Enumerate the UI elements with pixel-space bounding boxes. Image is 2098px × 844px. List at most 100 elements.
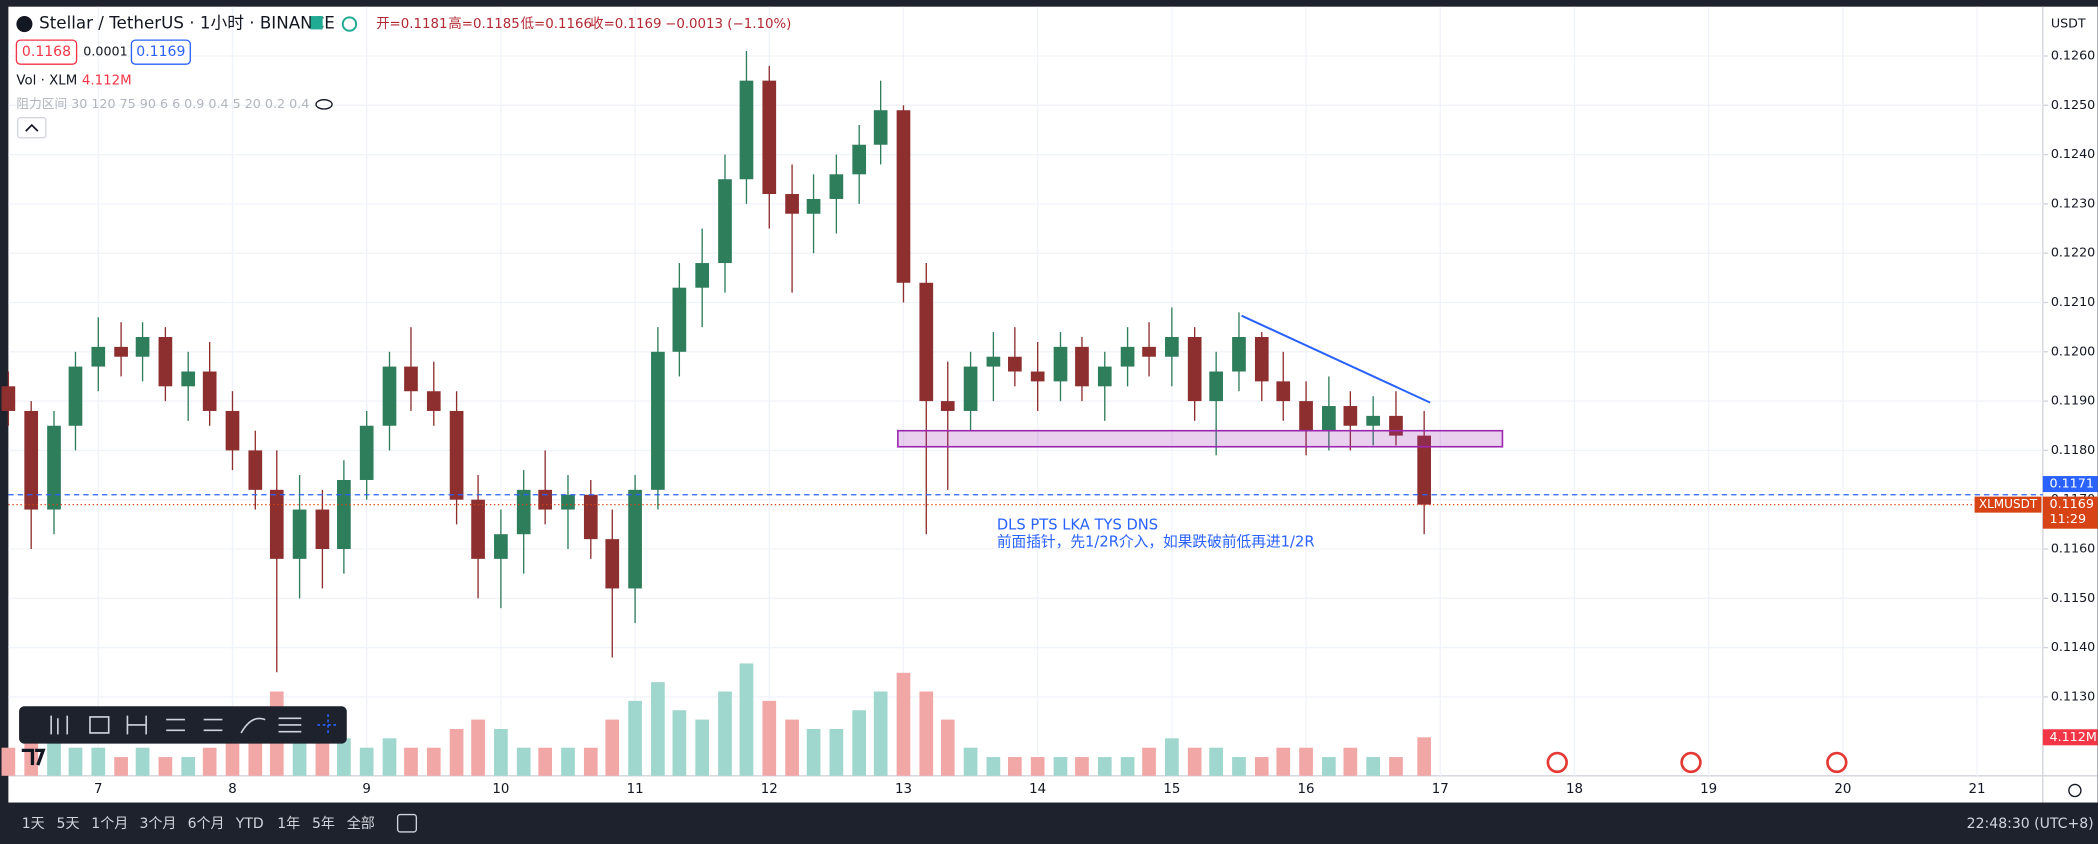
y-tick-label: 0.1140 [2051, 639, 2095, 654]
candle-body [1417, 435, 1432, 505]
volume-bar [718, 691, 732, 776]
candle-body [494, 534, 508, 559]
candle-body [248, 450, 263, 490]
range-button[interactable]: 5年 [312, 816, 335, 832]
candle-body [202, 371, 217, 411]
range-button[interactable]: 5天 [57, 816, 80, 832]
range-button[interactable]: 1天 [22, 816, 45, 832]
range-button[interactable]: 1个月 [91, 816, 128, 832]
spread: 0.0001 [83, 44, 127, 59]
volume-bar [1417, 737, 1432, 776]
candle-body [1165, 337, 1179, 357]
volume-bar [158, 757, 173, 776]
volume-bar [1254, 757, 1269, 776]
candle-body [739, 80, 754, 180]
x-tick-label: 7 [94, 782, 103, 797]
ohlc-low: 低=0.1166 [521, 16, 592, 32]
x-tick-label: 18 [1566, 782, 1583, 797]
collapse-icon [25, 123, 39, 132]
candle-body [1254, 337, 1269, 382]
status-icon [341, 16, 358, 32]
volume-bar [68, 747, 83, 776]
candle-body [1053, 346, 1068, 382]
bid[interactable]: 0.1168 [22, 44, 71, 60]
volume-legend: Vol · XLM [16, 73, 77, 88]
candle-body [1030, 371, 1045, 382]
annotation: 前面插针，先1/2R介入，如果跌破前低再进1/2R [997, 533, 1315, 550]
event-flag[interactable] [1680, 751, 1702, 774]
candle-body [986, 356, 1001, 367]
range-button[interactable]: 6个月 [188, 816, 225, 832]
candle-body [919, 282, 934, 402]
candle-body [762, 80, 777, 195]
ohlc-change: −0.0013 (−1.10%) [665, 17, 791, 32]
range-button[interactable]: 全部 [347, 815, 375, 832]
settings-icon[interactable] [2068, 783, 2082, 798]
range-button[interactable]: 3个月 [139, 816, 176, 832]
candle-body [940, 401, 955, 411]
volume-bar [762, 700, 777, 776]
x-tick-label: 17 [1432, 782, 1449, 797]
currency[interactable]: USDT [2051, 16, 2086, 31]
ask-box[interactable] [130, 39, 191, 65]
trend-line[interactable] [1241, 314, 1431, 404]
range-button[interactable]: YTD [235, 816, 264, 832]
candle-body [91, 346, 106, 367]
annotation: DLS PTS LKA TYS DNS [997, 517, 1158, 534]
volume-bar [202, 747, 217, 776]
y-tick-label: 0.1200 [2051, 343, 2095, 358]
candle-body [963, 366, 978, 411]
candle-body [873, 110, 888, 145]
y-tick-label: 0.1180 [2051, 442, 2095, 457]
volume-bar [1, 747, 16, 776]
x-tick-label: 16 [1298, 782, 1315, 797]
candle-body [404, 366, 418, 392]
bid-box[interactable] [15, 39, 78, 65]
candle-body [158, 337, 173, 387]
candle-body [68, 366, 83, 426]
candle-body [896, 110, 911, 283]
candle-body [1276, 381, 1291, 402]
candle-body [695, 263, 710, 288]
y-tick-label: 0.1210 [2051, 294, 2095, 309]
event-flag[interactable] [1546, 751, 1568, 774]
zone-rectangle[interactable] [897, 429, 1504, 448]
flag-icon[interactable] [310, 16, 323, 30]
range-button[interactable]: 1年 [277, 816, 300, 832]
candle-body [471, 499, 485, 559]
candle-body [718, 179, 732, 264]
price-box [2042, 496, 2098, 529]
candle-body [1097, 366, 1112, 387]
candle-body [1232, 337, 1246, 372]
candle-body [538, 489, 553, 510]
volume-bar [47, 738, 61, 776]
candle-body [449, 410, 464, 500]
symbol-title[interactable]: Stellar / TetherUS · 1小时 · BINANCE [39, 13, 335, 33]
toolbar-icons[interactable] [50, 714, 339, 736]
volume-bar [516, 747, 531, 776]
volume-bar [91, 747, 106, 776]
candle-body [1187, 337, 1202, 402]
candle-body [1209, 371, 1223, 402]
candle-body [561, 494, 575, 510]
hide-icon[interactable] [315, 98, 333, 110]
volume-box-label: 4.112M [2049, 729, 2096, 744]
volume-bar [135, 747, 150, 776]
volume-bar [672, 710, 687, 776]
event-flag[interactable] [1826, 751, 1848, 774]
candle-body [1120, 346, 1135, 367]
candle-body [628, 489, 642, 589]
ask[interactable]: 0.1169 [136, 44, 185, 60]
date-range-icon[interactable] [396, 813, 418, 833]
symbol-tag [1974, 496, 2042, 513]
volume-bar [359, 747, 374, 776]
candle-body [225, 410, 240, 451]
collapse-button[interactable] [17, 117, 47, 139]
x-tick-label: 9 [362, 782, 371, 797]
candle-body [114, 346, 128, 357]
y-tick-label: 0.1160 [2051, 540, 2095, 555]
candle-body [359, 425, 374, 480]
candle-body [382, 366, 397, 426]
candle-body [24, 410, 39, 510]
